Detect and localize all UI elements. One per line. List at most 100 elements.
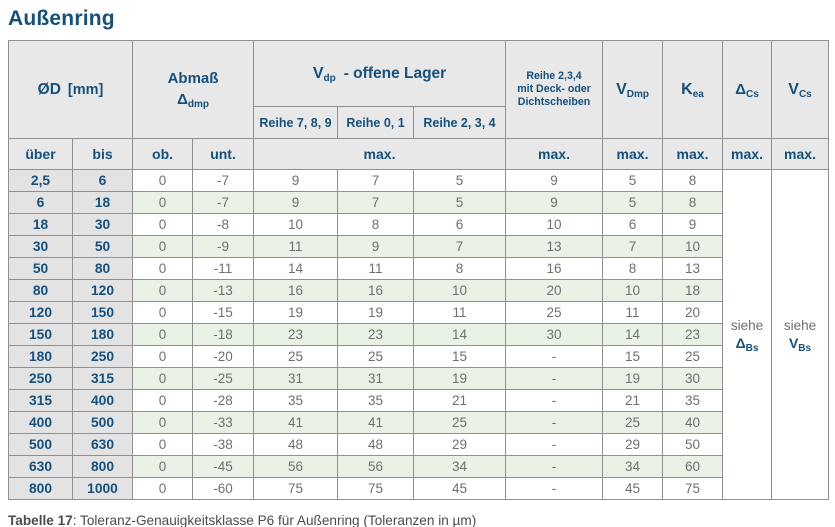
abmass-label: Abmaß: [167, 70, 219, 88]
tolerance-value-cell: 23: [253, 323, 339, 346]
tolerance-value-cell: 29: [602, 433, 664, 456]
tolerance-value-cell: 30: [505, 323, 604, 346]
table-row: 630 800 0 -45 56 56 34-34 60: [8, 455, 829, 478]
tolerance-value-cell: 8: [602, 257, 664, 280]
tolerance-value-cell: 60: [662, 455, 724, 478]
tolerance-value-cell: 35: [337, 389, 415, 412]
tolerance-value-cell: -8: [192, 213, 255, 236]
tolerance-value-cell: 0: [132, 433, 194, 456]
tolerance-value-cell: 8: [337, 213, 415, 236]
tolerance-value-cell: 9: [337, 235, 415, 258]
tolerance-value-cell: 40: [662, 411, 724, 434]
max-label-delta-cs: max.: [722, 138, 773, 170]
tolerance-value-cell: 25: [602, 411, 664, 434]
tolerance-value-cell: 10: [662, 235, 724, 258]
tolerance-value-cell: 14: [413, 323, 507, 346]
tolerance-value-cell: 11: [413, 301, 507, 324]
tolerance-value-cell: 30: [662, 367, 724, 390]
tolerance-value-cell: 8: [662, 169, 724, 192]
page-title: Außenring: [8, 7, 115, 30]
tolerance-value-cell: -60: [192, 477, 255, 500]
tolerance-value-cell: 25: [413, 411, 507, 434]
tolerance-value-cell: 25: [662, 345, 724, 368]
tolerance-value-cell: 8: [413, 257, 507, 280]
table-row: 2,5 6 0 -7 9 7 5 9 5 8 siehe ΔBs siehe VBs: [8, 169, 830, 500]
tolerance-value-cell: 7: [602, 235, 664, 258]
max-label-v-cs: max.: [771, 138, 830, 170]
vdmp-column-header: VDmp: [602, 40, 664, 139]
tolerance-value-cell: 18: [662, 279, 724, 302]
tolerance-value-cell: 9: [505, 169, 604, 192]
tolerance-value-cell: 0: [132, 323, 194, 346]
tolerance-value-cell: 0: [132, 279, 194, 302]
diameter-range-cell: 30: [71, 213, 134, 236]
tolerance-value-cell: 25: [337, 345, 415, 368]
abmass-column-header: Abmaß Δdmp: [132, 40, 255, 139]
tolerance-value-cell: -: [505, 433, 604, 456]
tolerance-value-cell: -38: [192, 433, 255, 456]
series-789-header: Reihe 7, 8, 9: [253, 106, 339, 139]
table-row: 150 180 0 -18 23 23 14 30 14 23: [8, 323, 829, 346]
diameter-range-cell: 50: [71, 235, 134, 258]
diameter-range-cell: 2,5: [8, 169, 73, 192]
table-header: ØD [mm] Abmaß Δdmp Vdp - offene Lager Reih…: [7, 40, 830, 170]
tolerance-value-cell: 15: [602, 345, 664, 368]
tolerance-value-cell: 41: [337, 411, 415, 434]
tolerance-value-cell: 8: [662, 191, 724, 214]
tolerance-table: ØD [mm] Abmaß Δdmp Vdp - offene Lager Reih…: [7, 40, 830, 500]
tolerance-value-cell: 23: [662, 323, 724, 346]
over-column-header: über: [8, 138, 73, 170]
tolerance-value-cell: -: [505, 411, 604, 434]
table-row: 500 630 0 -38 48 48 29-29 50: [8, 433, 829, 456]
tolerance-value-cell: 7: [413, 235, 507, 258]
tolerance-value-cell: 75: [337, 477, 415, 500]
tolerance-value-cell: 48: [337, 433, 415, 456]
diameter-range-cell: 630: [71, 433, 134, 456]
table-row: 50 80 0 -11 14 11 8 16 8 13: [8, 257, 829, 280]
diameter-range-cell: 1000: [71, 477, 134, 500]
tolerance-value-cell: 48: [253, 433, 339, 456]
tolerance-value-cell: 35: [253, 389, 339, 412]
header-row-limits: über bis ob. unt. max. max. max. max. ma…: [8, 138, 830, 170]
tolerance-value-cell: 31: [253, 367, 339, 390]
tolerance-value-cell: -18: [192, 323, 255, 346]
tolerance-value-cell: 11: [602, 301, 664, 324]
diameter-range-cell: 6: [8, 191, 73, 214]
series-01-header: Reihe 0, 1: [337, 106, 415, 139]
v-cs-column-header: VCs: [771, 40, 830, 139]
diameter-range-cell: 500: [71, 411, 134, 434]
tolerance-value-cell: 75: [662, 477, 724, 500]
table-caption: Tabelle 17: Toleranz-Genauigkeitsklasse …: [8, 513, 828, 527]
tolerance-value-cell: 0: [132, 191, 194, 214]
tolerance-value-cell: 16: [337, 279, 415, 302]
table-body: 2,5 6 0 -7 9 7 5 9 5 8 siehe ΔBs siehe VBs 6 18 0 -7 9 7 5 9 5…: [8, 169, 830, 500]
max-label-vdp: max.: [253, 138, 507, 170]
tolerance-value-cell: 5: [413, 191, 507, 214]
tolerance-value-cell: -7: [192, 169, 255, 192]
tolerance-value-cell: -11: [192, 257, 255, 280]
tolerance-value-cell: 0: [132, 301, 194, 324]
diameter-range-cell: 630: [8, 455, 73, 478]
tolerance-value-cell: 56: [337, 455, 415, 478]
tolerance-value-cell: 25: [505, 301, 604, 324]
table-row: 6 18 0 -7 9 7 5 9 5 8: [8, 191, 829, 214]
tolerance-value-cell: 45: [413, 477, 507, 500]
tolerance-value-cell: -28: [192, 389, 255, 412]
tolerance-value-cell: 9: [253, 169, 339, 192]
tolerance-value-cell: 29: [413, 433, 507, 456]
diameter-range-cell: 315: [8, 389, 73, 412]
table-row: 400 500 0 -33 41 41 25-25 40: [8, 411, 829, 434]
tolerance-value-cell: 34: [602, 455, 664, 478]
diameter-range-cell: 6: [71, 169, 134, 192]
tolerance-value-cell: 0: [132, 367, 194, 390]
tolerance-value-cell: -33: [192, 411, 255, 434]
diameter-unit: [mm]: [67, 81, 104, 98]
tolerance-value-cell: -: [505, 389, 604, 412]
tolerance-value-cell: 9: [505, 191, 604, 214]
vdp-open-bearings-group-header: Vdp - offene Lager: [253, 40, 507, 107]
tolerance-value-cell: 7: [337, 191, 415, 214]
tolerance-value-cell: 35: [662, 389, 724, 412]
kea-column-header: Kea: [662, 40, 724, 139]
tolerance-value-cell: 0: [132, 345, 194, 368]
diameter-column-header: ØD [mm]: [7, 40, 134, 139]
